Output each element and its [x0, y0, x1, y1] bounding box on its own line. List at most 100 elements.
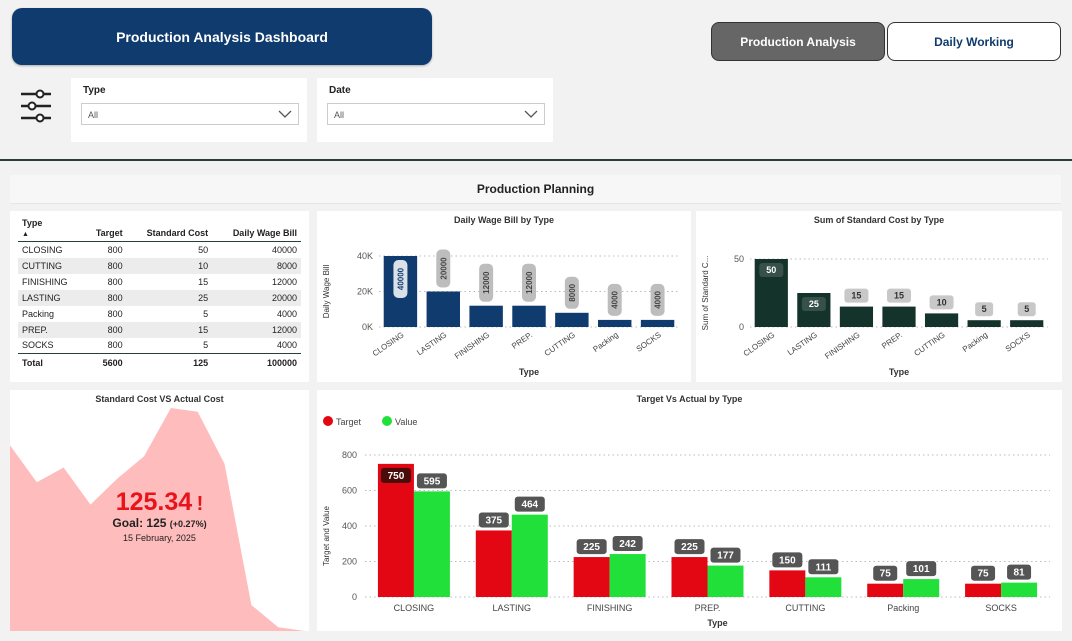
- table-cell: 5: [203, 308, 209, 319]
- data-label-bg: [607, 283, 622, 316]
- data-label-bg: [514, 496, 545, 512]
- production-table-panel: Type ▲ Target Standard Cost Daily Wage Bi…: [10, 211, 309, 382]
- wage-bill-bar[interactable]: [426, 291, 460, 328]
- value-bar[interactable]: [707, 565, 744, 597]
- x-tick-label: CLOSING: [394, 603, 435, 613]
- y-tick-label: 400: [342, 521, 357, 531]
- table-row[interactable]: LASTING 800 25 20000: [18, 289, 301, 306]
- x-tick-label: PREP.: [510, 330, 534, 351]
- table-cell: 5: [203, 340, 209, 351]
- value-bar[interactable]: [805, 577, 842, 597]
- y-tick-label: 800: [342, 450, 357, 460]
- x-tick-label: LASTING: [493, 603, 532, 613]
- y-tick-label: 600: [342, 486, 357, 496]
- data-label: 15: [851, 291, 861, 301]
- table-cell: 800: [107, 276, 123, 287]
- value-bar[interactable]: [1001, 582, 1038, 597]
- wage-bill-bar[interactable]: [469, 305, 503, 327]
- chevron-down-icon: [278, 110, 292, 118]
- data-label: 81: [1014, 568, 1026, 579]
- col-header-target[interactable]: Target: [83, 215, 127, 242]
- table-cell: 40000: [271, 244, 297, 255]
- legend-swatch[interactable]: [323, 416, 333, 426]
- x-tick-label: Packing: [961, 330, 989, 354]
- table-total-row: Total 5600 125 100000: [18, 353, 301, 372]
- data-label: 242: [619, 539, 636, 550]
- wage-bill-bar[interactable]: [555, 312, 589, 327]
- data-label-bg: [564, 276, 579, 309]
- data-label: 177: [717, 551, 734, 562]
- standard-cost-bar[interactable]: [967, 320, 1001, 327]
- table-row[interactable]: SOCKS 800 5 4000: [18, 338, 301, 354]
- header-divider: [0, 159, 1072, 161]
- data-label: 50: [766, 265, 776, 275]
- x-axis-label: Type: [889, 367, 909, 377]
- kpi-alert-icon: !: [196, 493, 204, 515]
- data-label: 10: [937, 297, 947, 307]
- kpi-area-fill: [10, 408, 309, 631]
- table-cell: 25: [126, 289, 213, 306]
- standard-cost-bar[interactable]: [839, 306, 874, 327]
- legend-swatch[interactable]: [382, 416, 392, 426]
- kpi-title: Standard Cost VS Actual Cost: [95, 394, 224, 404]
- target-bar[interactable]: [769, 570, 806, 597]
- data-label: 595: [424, 476, 441, 487]
- y-tick-label: 20K: [357, 287, 373, 297]
- y-tick-label: 40K: [357, 251, 373, 261]
- date-dropdown[interactable]: All: [327, 103, 545, 125]
- standard-cost-bar[interactable]: [924, 313, 959, 327]
- data-label-bg: [887, 288, 911, 303]
- table-cell: CLOSING: [22, 244, 63, 255]
- y-tick-label: 50: [734, 254, 744, 264]
- data-label-bg: [478, 512, 509, 528]
- col-header-standard-cost[interactable]: Standard Cost: [126, 215, 213, 242]
- nav-daily-working-button[interactable]: Daily Working: [887, 22, 1061, 61]
- target-bar[interactable]: [965, 583, 1002, 597]
- target-bar[interactable]: [377, 463, 414, 597]
- table-cell: 800: [83, 289, 127, 306]
- standard-cost-bar[interactable]: [882, 306, 916, 327]
- legend-label[interactable]: Target: [336, 417, 362, 427]
- table-row[interactable]: Packing 800 5 4000: [18, 306, 301, 322]
- data-label: 225: [681, 542, 698, 553]
- standard-cost-bar[interactable]: [1010, 320, 1044, 327]
- x-tick-label: FINISHING: [587, 603, 633, 613]
- table-cell: 50: [198, 244, 209, 255]
- col-header-daily-wage-bill[interactable]: Daily Wage Bill: [212, 215, 301, 242]
- table-row[interactable]: FINISHING 800 15 12000: [18, 274, 301, 290]
- col-header-type[interactable]: Type ▲: [18, 215, 84, 242]
- data-label: 4000: [654, 290, 663, 308]
- table-row[interactable]: CLOSING 800 50 40000: [18, 242, 301, 258]
- value-bar[interactable]: [511, 514, 548, 597]
- target-bar[interactable]: [475, 530, 512, 597]
- table-row[interactable]: CUTTING 800 10 8000: [18, 257, 301, 274]
- data-label: 8000: [568, 283, 577, 301]
- value-bar[interactable]: [609, 554, 646, 597]
- data-label-bg: [971, 565, 996, 581]
- target-bar[interactable]: [573, 557, 610, 597]
- x-tick-label: SOCKS: [635, 330, 663, 353]
- filter-sliders-icon[interactable]: [20, 88, 52, 124]
- table-total-cell: 100000: [212, 353, 301, 372]
- x-axis-label: Type: [707, 618, 727, 628]
- nav-production-analysis-button[interactable]: Production Analysis: [711, 22, 885, 61]
- value-bar[interactable]: [413, 491, 450, 597]
- wage-bill-bar[interactable]: [512, 305, 546, 327]
- wage-bill-chart-title: Daily Wage Bill by Type: [453, 215, 555, 225]
- sort-ascending-icon: ▲: [22, 231, 29, 238]
- target-bar[interactable]: [867, 583, 904, 597]
- data-label: 75: [880, 569, 892, 580]
- data-label-bg: [710, 547, 741, 563]
- value-bar[interactable]: [903, 579, 940, 597]
- target-bar[interactable]: [671, 557, 708, 597]
- date-dropdown-value: All: [334, 110, 345, 120]
- table-cell: SOCKS: [22, 340, 54, 351]
- legend-label[interactable]: Value: [395, 417, 417, 427]
- type-dropdown[interactable]: All: [81, 103, 299, 125]
- wage-bill-bar[interactable]: [598, 319, 632, 327]
- table-row[interactable]: PREP. 800 15 12000: [18, 321, 301, 338]
- table-cell: 15: [198, 276, 209, 287]
- data-label: 225: [583, 542, 600, 553]
- standard-cost-chart-title: Sum of Standard Cost by Type: [813, 215, 945, 225]
- wage-bill-bar[interactable]: [640, 319, 675, 327]
